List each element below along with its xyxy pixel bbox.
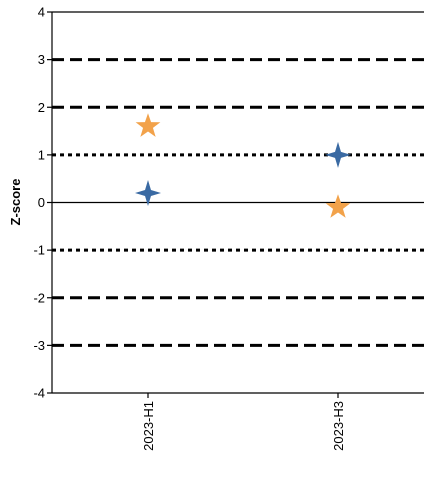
y-tick-label: -3 — [33, 338, 45, 353]
diamond-marker-2023-H3 — [325, 141, 351, 168]
star-marker-2023-H1 — [135, 113, 161, 137]
x-tick-label: 2023-H3 — [331, 401, 346, 451]
y-tick-label: -4 — [33, 386, 45, 401]
data-markers — [135, 113, 351, 218]
y-axis-title: Z-score — [8, 179, 23, 226]
y-ticks: 4 3 2 1 0 -1 -2 -3 -4 — [33, 5, 52, 401]
y-tick-label: -1 — [33, 243, 45, 258]
y-tick-label: 3 — [38, 52, 45, 67]
x-tick-label: 2023-H1 — [141, 401, 156, 451]
y-tick-label: -2 — [33, 290, 45, 305]
diamond-marker-2023-H1 — [135, 179, 161, 206]
x-ticks: 2023-H1 2023-H3 — [141, 393, 346, 451]
reference-lines — [52, 58, 424, 347]
y-tick-label: 0 — [38, 195, 45, 210]
y-tick-label: 1 — [38, 147, 45, 162]
y-tick-label: 2 — [38, 100, 45, 115]
y-tick-label: 4 — [38, 5, 45, 20]
star-marker-2023-H3 — [325, 194, 351, 218]
